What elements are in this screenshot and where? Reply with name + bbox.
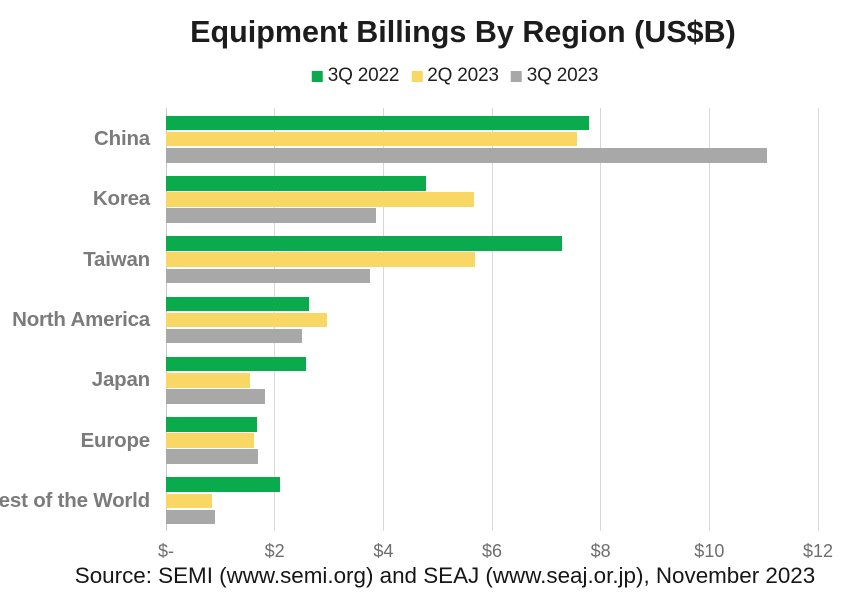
bar bbox=[166, 148, 767, 163]
legend-label: 2Q 2023 bbox=[427, 65, 499, 86]
bar bbox=[166, 509, 216, 525]
x-tick-label: $4 bbox=[373, 541, 394, 561]
category-label: North America bbox=[12, 308, 150, 331]
bar bbox=[166, 296, 309, 312]
bar bbox=[166, 449, 259, 465]
chart-legend: 3Q 2022 2Q 2023 3Q 2023 bbox=[311, 65, 599, 87]
category-label: Rest of the World bbox=[0, 488, 150, 512]
gridline bbox=[382, 108, 384, 531]
category-label: Europe bbox=[80, 428, 151, 452]
bar bbox=[166, 356, 307, 372]
bar bbox=[166, 433, 255, 448]
legend-item: 3Q 2022 bbox=[311, 65, 400, 87]
bar bbox=[166, 477, 281, 492]
bar bbox=[166, 252, 475, 267]
legend-item: 2Q 2023 bbox=[411, 65, 499, 87]
bar bbox=[166, 236, 563, 251]
x-tick-label: $- bbox=[157, 541, 175, 561]
category-label: China bbox=[94, 127, 150, 151]
legend-swatch-icon bbox=[411, 70, 423, 82]
bar bbox=[166, 131, 577, 147]
bar bbox=[166, 312, 328, 328]
category-label: Korea bbox=[92, 187, 150, 211]
x-tick-label: $6 bbox=[481, 541, 503, 561]
bar bbox=[166, 417, 258, 432]
legend-swatch-icon bbox=[311, 70, 323, 82]
gridline bbox=[600, 108, 602, 531]
gridline bbox=[708, 108, 710, 531]
gridline bbox=[491, 108, 493, 531]
bar bbox=[166, 268, 370, 284]
x-tick-label: $12 bbox=[802, 541, 834, 561]
bar bbox=[166, 208, 376, 223]
bar bbox=[166, 372, 251, 388]
bar bbox=[166, 115, 589, 131]
legend-label: 3Q 2022 bbox=[327, 65, 400, 86]
category-label: Japan bbox=[91, 368, 150, 392]
bar bbox=[166, 389, 265, 404]
x-tick-label: $10 bbox=[694, 541, 725, 561]
legend-label: 3Q 2023 bbox=[526, 65, 599, 86]
bar bbox=[166, 328, 303, 344]
chart-title: Equipment Billings By Region (US$B) bbox=[190, 15, 736, 49]
bar bbox=[166, 175, 427, 191]
legend-swatch-icon bbox=[510, 70, 522, 82]
category-label: Taiwan bbox=[83, 247, 150, 271]
gridline bbox=[817, 108, 819, 531]
source-note: Source: SEMI (www.semi.org) and SEAJ (ww… bbox=[74, 563, 816, 588]
legend-item: 3Q 2023 bbox=[510, 65, 599, 87]
bar bbox=[166, 192, 474, 207]
bar bbox=[166, 493, 212, 509]
x-tick-label: $2 bbox=[264, 541, 285, 561]
x-tick-label: $8 bbox=[590, 541, 611, 561]
